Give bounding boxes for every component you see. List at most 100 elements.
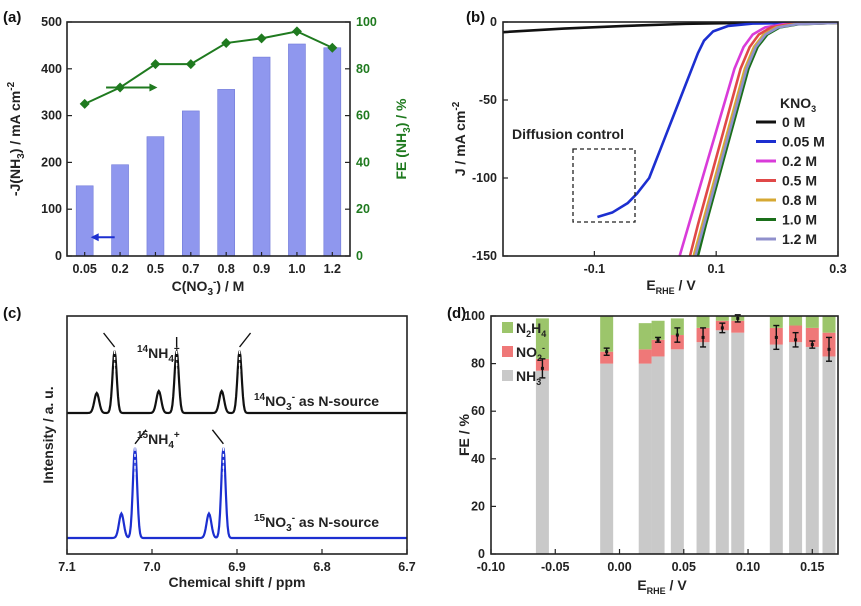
error-bar-center: [701, 335, 705, 339]
x-tick-label: 6.9: [228, 560, 245, 574]
stacked-bar-segment: [805, 327, 819, 347]
x-tick-label: 1.2: [324, 262, 341, 276]
stacked-bar-segment: [638, 323, 652, 350]
annotation-14no3-source: 14NO3- as N-source: [254, 392, 379, 413]
panel-b-xlabel: ERHE / V: [646, 277, 696, 296]
y2-tick-label: 0: [356, 249, 363, 263]
stacked-bar-segment: [651, 320, 665, 340]
bar-j-nh3: [75, 185, 94, 257]
peak-arrow-icon: [103, 332, 116, 348]
fe-point: [185, 59, 196, 70]
y-tick-label: 80: [471, 357, 485, 371]
stacked-bar-segment: [638, 363, 652, 554]
panel-b-ylabel: J / mA cm-2: [451, 101, 468, 176]
peak-arrow-icon: [134, 429, 147, 445]
stacked-bar-segment: [600, 351, 614, 364]
error-bar-center: [605, 350, 609, 354]
stacked-bar-segment: [789, 316, 803, 326]
y-tick-label: 0: [490, 15, 497, 29]
fe-point: [291, 26, 302, 37]
bar-j-nh3: [252, 56, 271, 257]
stacked-bar-segment: [535, 318, 549, 359]
x-tick-label: 0.1: [707, 262, 724, 276]
panel-b-legend-title: KNO3: [780, 95, 816, 114]
x-tick-label: 1.0: [288, 262, 305, 276]
stacked-bar-segment: [731, 332, 745, 554]
stacked-bar-segment: [715, 316, 729, 321]
panel-a-y2label: FE (NH3) / %: [393, 98, 413, 180]
legend-label-n2h4: N2H4: [516, 320, 546, 339]
peak-arrow-icon: [238, 332, 252, 348]
panel-b: (b) 0 -50 -100 -150 -0.1 0.1 0.3 J / mA cm-2 E…: [451, 9, 847, 296]
y-tick-label: -150: [472, 249, 497, 263]
fe-point: [150, 59, 161, 70]
x-tick-label: 0.5: [147, 262, 164, 276]
panel-d: (d) 0 20 40 60 80 100 -0.10 -0.05 0.00 0.05 0.10 0.…: [447, 305, 839, 596]
legend-label: 0 M: [782, 114, 805, 130]
x-tick-label: 0.3: [829, 262, 846, 276]
nmr-spectrum: [67, 447, 407, 540]
panel-c: (c) 7.1 7.0 6.9 6.8 6.7 Intensity / a. u. Ch…: [3, 305, 416, 590]
stacked-bar-segment: [600, 363, 614, 554]
panel-d-label: (d): [447, 305, 466, 322]
y-tick-label: 400: [41, 62, 62, 76]
x-tick-label: 0.2: [111, 262, 128, 276]
bar-j-nh3: [323, 47, 342, 257]
y-tick-label: -50: [479, 93, 497, 107]
legend-label: 1.2 M: [782, 231, 817, 247]
error-bar-center: [774, 335, 778, 339]
stacked-bar-segment: [600, 316, 614, 352]
fe-point: [327, 42, 338, 53]
panel-b-legend: 0 M 0.05 M 0.2 M 0.5 M 0.8 M 1.0 M 1.2 M: [756, 114, 825, 247]
error-bar-center: [720, 326, 724, 330]
legend-label: 0.2 M: [782, 153, 817, 169]
y2-tick-label: 80: [356, 62, 370, 76]
x-tick-label: 6.7: [398, 560, 415, 574]
legend-label-nh3: NH3: [516, 368, 541, 387]
stacked-bar-segment: [670, 318, 684, 336]
stacked-bar-segment: [715, 330, 729, 554]
panel-c-frame: [66, 315, 408, 555]
stacked-bar-segment: [535, 370, 549, 554]
stacked-bar-segment: [769, 316, 783, 328]
y-tick-label: 100: [464, 309, 485, 323]
lsv-curve: [694, 22, 838, 256]
stacked-bar-segment: [789, 342, 803, 554]
nmr-spectrum: [67, 350, 407, 415]
stacked-bar-segment: [805, 316, 819, 328]
y-tick-label: 0: [55, 249, 62, 263]
legend-label: 0.05 M: [782, 134, 825, 150]
y2-tick-label: 40: [356, 155, 370, 169]
x-tick-label: 0.05: [672, 560, 696, 574]
x-tick-label: 0.05: [73, 262, 97, 276]
error-bar-center: [810, 343, 814, 347]
j-axis-arrowhead-icon: [90, 233, 99, 242]
error-bar-center: [675, 333, 679, 337]
stacked-bar-segment: [769, 344, 783, 554]
x-tick-label: -0.1: [584, 262, 606, 276]
stacked-bar-segment: [670, 349, 684, 554]
panel-a-label: (a): [3, 9, 21, 26]
x-tick-label: 0.10: [736, 560, 760, 574]
fe-series-line: [84, 30, 333, 105]
panel-d-frame: [490, 315, 839, 555]
y2-tick-label: 60: [356, 109, 370, 123]
x-tick-label: 6.8: [313, 560, 330, 574]
y-tick-label: 200: [41, 155, 62, 169]
panel-c-label: (c): [3, 305, 21, 322]
y-tick-label: 300: [41, 109, 62, 123]
error-bar-center: [794, 338, 798, 342]
legend-label: 0.5 M: [782, 173, 817, 189]
panel-d-legend: N2H4 NO2- NH3: [502, 320, 546, 387]
x-tick-label: -0.10: [477, 560, 506, 574]
x-tick-label: 0.8: [217, 262, 234, 276]
error-bar-center: [827, 347, 831, 351]
stacked-bar-segment: [696, 316, 710, 328]
stacked-bar-segment: [651, 339, 665, 357]
stacked-bar-segment: [822, 356, 836, 554]
panel-c-ylabel: Intensity / a. u.: [40, 386, 56, 483]
diffusion-control-annotation: Diffusion control: [512, 126, 624, 142]
fe-point: [256, 33, 267, 44]
peak-arrow-icon: [211, 429, 224, 445]
